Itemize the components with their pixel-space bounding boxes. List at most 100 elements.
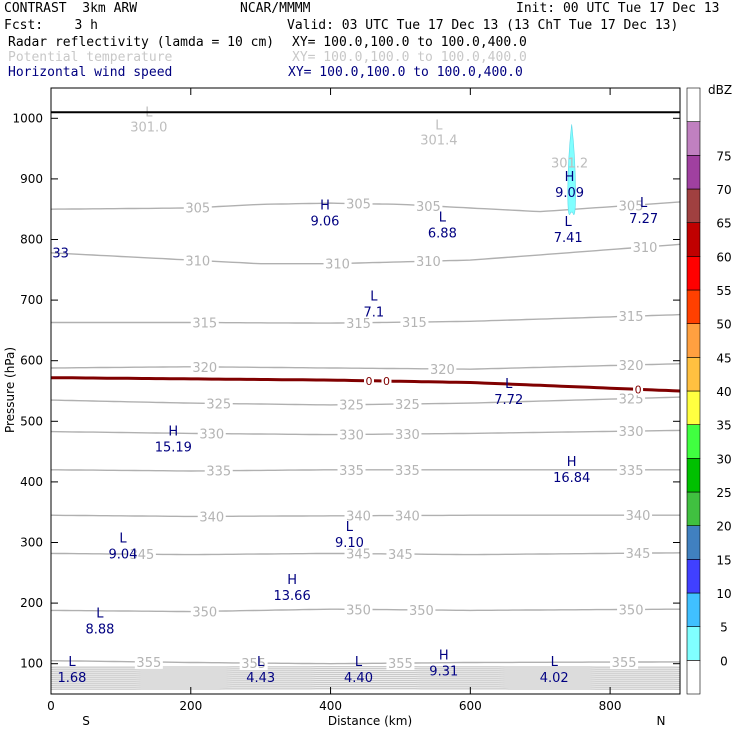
field-theta-xy: XY= 100.0,100.0 to 100.0,400.0	[292, 50, 527, 65]
header-valid: Valid: 03 UTC Tue 17 Dec 13 (13 ChT Tue …	[287, 18, 679, 33]
y-tick-label: 300	[20, 536, 43, 550]
y-tick-label: 400	[20, 475, 43, 489]
colorbar-label: dBZ	[708, 83, 732, 97]
theta-label-bg	[393, 396, 422, 411]
reflectivity-echo	[567, 124, 576, 215]
theta-isoline-label: 310	[416, 255, 441, 270]
wind-speed-extrema: L1.68L4.43L4.40H9.31L4.02L8.88H13.66L9.0…	[52, 170, 658, 686]
theta-isoline-label: 330	[199, 428, 224, 443]
theta-label-bg	[239, 656, 268, 671]
freezing-line-label: 0	[635, 383, 642, 396]
theta-isoline-label: 325	[619, 392, 644, 407]
wind-extremum-value: 4.02	[540, 671, 569, 686]
colorbar-swatch	[686, 222, 701, 257]
wind-extremum-kind: L	[551, 655, 559, 670]
wind-extremum-value: 4.40	[344, 671, 373, 686]
wind-extremum-kind: L	[640, 196, 648, 211]
wind-extremum-value: 13.66	[274, 589, 311, 604]
theta-isoline-label: 350	[346, 603, 371, 618]
theta-label-bg	[337, 462, 366, 477]
wind-extremum-kind: L	[439, 211, 447, 226]
theta-label-bg	[323, 256, 352, 271]
wind-extremum-value: 9.04	[109, 548, 138, 563]
y-tick-label: 900	[20, 172, 43, 186]
theta-label-bg	[190, 315, 219, 330]
theta-isoline-label: 305	[619, 199, 644, 214]
colorbar-tick-label: 75	[716, 149, 731, 163]
y-tick-label: 700	[20, 293, 43, 307]
theta-isoline-label: 315	[619, 310, 644, 325]
colorbar-swatch	[686, 121, 701, 156]
colorbar-tick-label: 30	[716, 452, 731, 466]
y-tick-label: 1000	[12, 111, 43, 125]
theta-label-bg	[197, 426, 226, 441]
colorbar-swatch	[686, 256, 701, 291]
theta-isoline-label: 350	[619, 603, 644, 618]
theta-label-bg	[190, 359, 219, 374]
x-tick-label: 200	[179, 699, 202, 713]
colorbar-tick-label: 25	[716, 486, 731, 500]
colorbar-swatch	[686, 323, 701, 358]
theta-isoline-label: 345	[129, 548, 154, 563]
theta-isoline-label: 315	[402, 316, 427, 331]
wind-extremum-value: 8.88	[85, 622, 114, 637]
theta-extremum-kind: L	[435, 119, 443, 134]
theta-isoline-label: 340	[346, 510, 371, 525]
theta-label-bg	[204, 463, 233, 478]
theta-extremum-value: 301.4	[420, 134, 457, 149]
colorbar-swatch	[686, 626, 701, 661]
theta-isoline-label: 330	[395, 428, 420, 443]
colorbar-swatch	[686, 458, 701, 493]
theta-extremum-value: 301.0	[130, 120, 167, 135]
colorbar-swatch	[686, 87, 701, 122]
colorbar-tick-label: 40	[716, 385, 731, 399]
theta-isoline-label: 315	[192, 317, 217, 332]
theta-isoline-label: 325	[395, 398, 420, 413]
theta-isoline-label: 340	[626, 509, 651, 524]
theta-isoline-label: 355	[241, 657, 266, 672]
theta-label-bg	[631, 239, 660, 254]
colorbar-tick-label: 45	[716, 351, 731, 365]
freezing-label-bg	[381, 375, 392, 388]
wind-extremum-value: 1.68	[57, 671, 86, 686]
y-tick-label: 500	[20, 414, 43, 428]
theta-label-bg	[610, 655, 639, 670]
field-wind-xy: XY= 100.0,100.0 to 100.0,400.0	[288, 65, 523, 80]
theta-label-bg	[134, 654, 163, 669]
wind-extremum-kind: H	[439, 649, 449, 664]
theta-isoline-label: 305	[416, 200, 441, 215]
y-axis: 100 200 300 400 500 600 700 800 900 1000	[12, 111, 680, 671]
x-tick-label: 400	[319, 699, 342, 713]
wind-extremum-kind: L	[565, 215, 573, 230]
theta-isoline-label: 305	[346, 198, 371, 213]
x-tick-label: 800	[599, 699, 622, 713]
theta-isoline-label: 345	[626, 547, 651, 562]
theta-isoline-label: 335	[395, 464, 420, 479]
wind-extremum-value: 15.19	[155, 440, 192, 455]
theta-isoline-label: 350	[409, 604, 434, 619]
theta-label-bg	[337, 427, 366, 442]
theta-isoline-label: 315	[346, 317, 371, 332]
colorbar-swatch	[686, 491, 701, 526]
wind-extremum-value: 9.31	[429, 665, 458, 680]
theta-label-bg	[344, 546, 373, 561]
colorbar-swatch	[686, 660, 701, 695]
x-tick-label: 0	[47, 699, 55, 713]
plot-frame	[50, 87, 681, 695]
wind-extremum-value: 7.41	[554, 231, 583, 246]
theta-label-bg	[344, 508, 373, 523]
theta-isoline-labels: 355 355 355 355 350 350 350 350 345 345 345 345 340 3…	[127, 196, 660, 672]
theta-label-bg	[204, 396, 233, 411]
field-reflectivity-xy: XY= 100.0,100.0 to 100.0,400.0	[292, 35, 527, 50]
y-tick-label: 800	[20, 233, 43, 247]
wind-extremum-value: 9.09	[555, 186, 584, 201]
theta-label-bg	[183, 200, 212, 215]
header-init: Init: 00 UTC Tue 17 Dec 13	[516, 1, 720, 16]
colorbar-tick-label: 35	[716, 419, 731, 433]
colorbar-swatch	[686, 424, 701, 459]
wind-extremum-kind: H	[565, 170, 575, 185]
theta-label-bg	[344, 315, 373, 330]
theta-isoline-label: 345	[388, 548, 413, 563]
wind-extremum-value: 4.43	[246, 671, 275, 686]
theta-isoline-label: 330	[339, 428, 364, 443]
